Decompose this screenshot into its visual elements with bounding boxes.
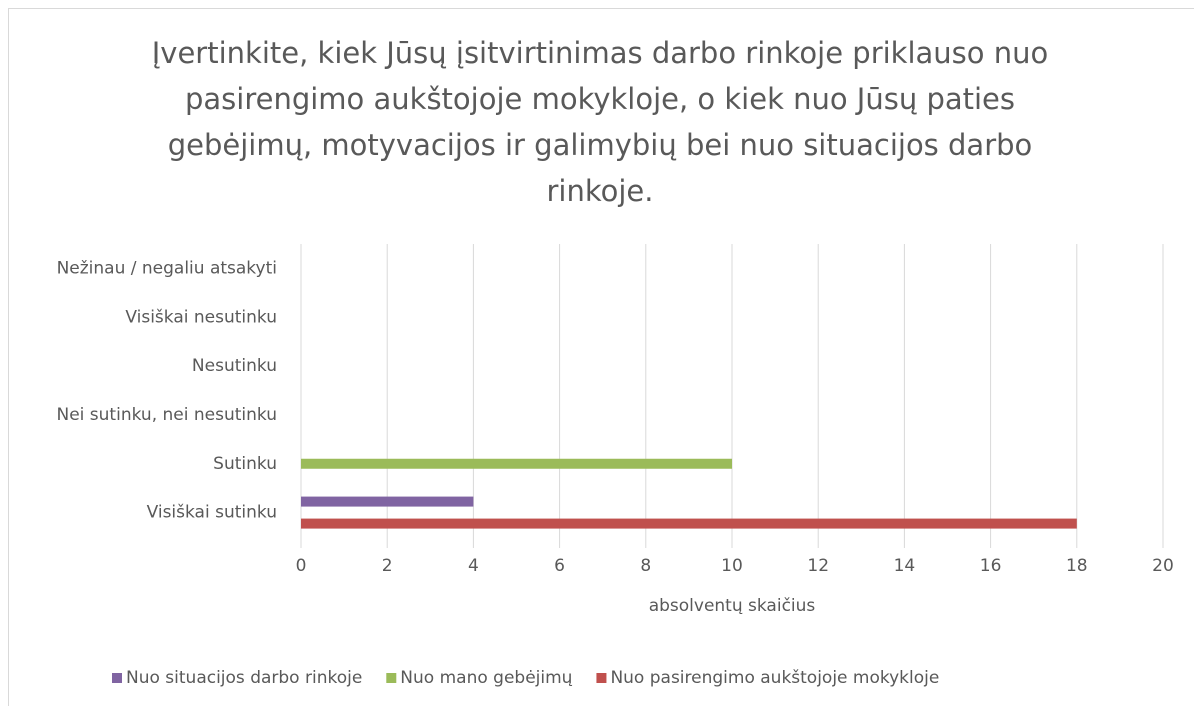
bar: [301, 496, 474, 507]
x-tick-label: 2: [382, 556, 393, 576]
legend-swatch: [596, 673, 607, 683]
y-tick-label: Nežinau / negaliu atsakyti: [57, 258, 277, 278]
bar: [301, 518, 1077, 529]
x-tick-label: 8: [640, 556, 651, 576]
legend-label: Nuo mano gebėjimų: [400, 668, 572, 688]
y-tick-label: Nesutinku: [192, 356, 277, 376]
x-tick-label: 12: [807, 556, 829, 576]
x-tick-label: 20: [1152, 556, 1174, 576]
legend-label: Nuo pasirengimo aukštojoje mokykloje: [610, 668, 939, 688]
chart-frame: [8, 8, 1194, 706]
x-tick-label: 4: [468, 556, 479, 576]
y-tick-label: Nei sutinku, nei nesutinku: [57, 405, 278, 425]
legend-swatch: [386, 673, 397, 683]
y-tick-label: Sutinku: [213, 454, 277, 474]
x-tick-label: 14: [894, 556, 916, 576]
x-tick-label: 16: [980, 556, 1002, 576]
bar: [301, 458, 732, 469]
x-axis-label: absolventų skaičius: [649, 596, 816, 616]
legend-swatch: [112, 673, 122, 683]
x-tick-label: 6: [554, 556, 565, 576]
legend-label: Nuo situacijos darbo rinkoje: [126, 668, 362, 688]
chart-title: Įvertinkite, kiek Jūsų įsitvirtinimas da…: [151, 36, 1049, 208]
y-tick-label: Visiškai sutinku: [147, 503, 277, 523]
x-tick-label: 10: [721, 556, 743, 576]
y-tick-label: Visiškai nesutinku: [125, 307, 277, 327]
x-tick-label: 0: [296, 556, 307, 576]
x-tick-label: 18: [1066, 556, 1088, 576]
